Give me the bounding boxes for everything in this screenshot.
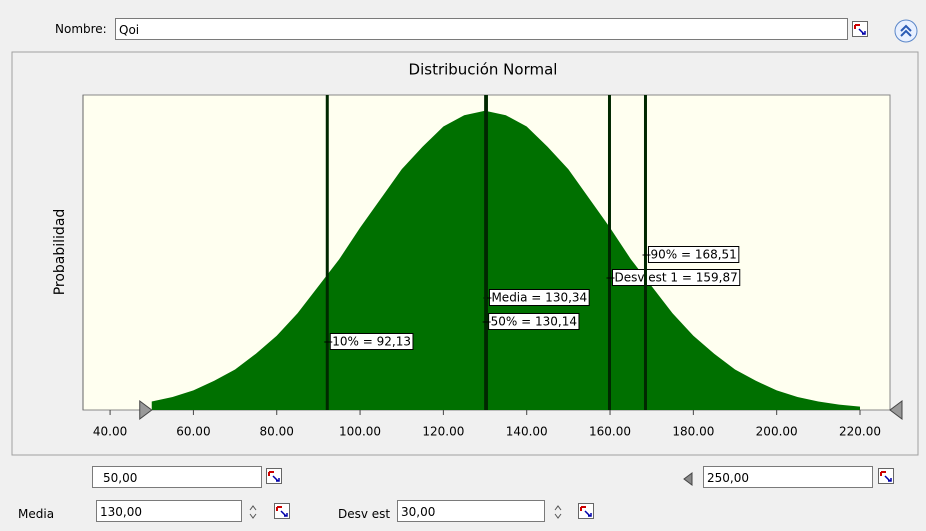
std-spinner[interactable] — [553, 503, 563, 521]
name-label: Nombre: — [55, 22, 107, 36]
marker-label: 50% = 130,14 — [491, 315, 577, 329]
marker-label: 10% = 92,13 — [332, 335, 411, 349]
x-tick-label: 160.00 — [589, 425, 631, 439]
mean-label: Media — [18, 507, 55, 521]
x-tick-label: 100.00 — [339, 425, 381, 439]
left-bound-handle — [139, 400, 153, 420]
x-tick-label: 80.00 — [260, 425, 294, 439]
min-input[interactable]: 50,00 — [92, 466, 262, 488]
x-tick-label: 60.00 — [176, 425, 210, 439]
x-tick-label: 120.00 — [422, 425, 464, 439]
marker-label: Media = 130,34 — [491, 291, 587, 305]
marker-label-group: 10% = 92,13 — [324, 333, 414, 350]
x-tick-label: 140.00 — [506, 425, 548, 439]
max-link-icon[interactable] — [878, 468, 894, 484]
density-area — [151, 110, 861, 410]
marker-label-group: 50% = 130,14 — [482, 313, 580, 330]
std-link-icon[interactable] — [578, 503, 594, 519]
mean-input[interactable]: 130,00 — [96, 500, 242, 522]
std-input[interactable]: 30,00 — [397, 500, 545, 522]
x-tick-label: 40.00 — [93, 425, 127, 439]
name-input[interactable]: Qoi — [115, 18, 848, 40]
std-label: Desv est — [338, 507, 391, 521]
y-axis-label: Probabilidad — [52, 209, 68, 296]
x-tick-label: 180.00 — [672, 425, 714, 439]
max-input[interactable]: 250,00 — [703, 466, 873, 488]
collapse-button[interactable] — [892, 17, 920, 45]
marker-label-group: Media = 130,34 — [483, 289, 590, 306]
marker-label-group: Desv est 1 = 159,87 — [606, 269, 741, 286]
right-bound-handle — [889, 400, 903, 420]
chart-title: Distribución Normal — [409, 61, 558, 79]
marker-label-group: 90% = 168,51 — [642, 246, 740, 263]
chart: Distribución Normal Probabilidad 10% = 9… — [11, 51, 919, 456]
x-tick-label: 220.00 — [839, 425, 881, 439]
marker-label: Desv est 1 = 159,87 — [614, 271, 737, 285]
mean-spinner[interactable] — [248, 503, 258, 521]
x-tick-label: 200.00 — [756, 425, 798, 439]
max-arrow — [683, 472, 693, 486]
mean-link-icon[interactable] — [274, 503, 290, 519]
link-icon[interactable] — [852, 21, 868, 37]
min-link-icon[interactable] — [266, 468, 282, 484]
marker-label: 90% = 168,51 — [650, 248, 736, 262]
